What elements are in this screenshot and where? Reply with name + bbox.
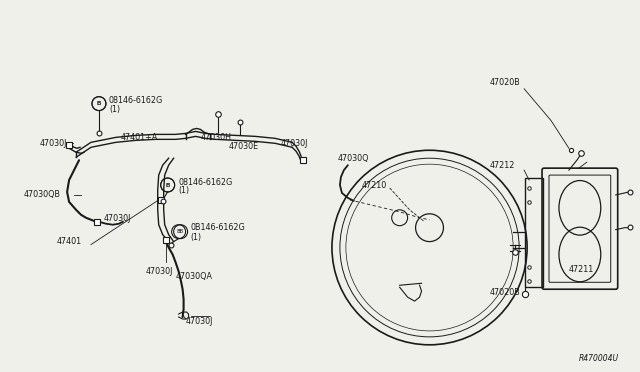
Bar [525,178,543,287]
Text: 47401+A: 47401+A [121,133,158,142]
Text: 47020B: 47020B [489,78,520,87]
Text: 47030J: 47030J [39,139,67,148]
Text: 47210: 47210 [362,180,387,189]
Text: 47030J: 47030J [186,317,213,327]
Text: (1): (1) [191,233,202,242]
Text: B: B [179,229,183,234]
Text: B: B [177,229,180,234]
Text: 47030QA: 47030QA [175,272,212,281]
Text: 08146-6162G: 08146-6162G [109,96,163,105]
Text: 08146-6162G: 08146-6162G [179,177,233,186]
Text: 47030QB: 47030QB [23,190,60,199]
Text: (1): (1) [179,186,189,195]
Text: 47030J: 47030J [280,139,308,148]
Text: 47401: 47401 [56,237,81,246]
Text: 47030H: 47030H [200,133,232,142]
Text: 47212: 47212 [489,161,515,170]
Text: 0B146-6162G: 0B146-6162G [191,223,245,232]
Text: B: B [97,101,101,106]
Text: B: B [166,183,170,187]
Text: 47030J: 47030J [146,267,173,276]
Text: 47030E: 47030E [228,142,259,151]
Text: 47030Q: 47030Q [338,154,369,163]
Text: B: B [166,183,170,187]
Text: (1): (1) [109,105,120,114]
Text: 47030J: 47030J [104,214,131,223]
Text: 47211: 47211 [569,265,594,274]
Text: 47020B: 47020B [489,288,520,297]
Text: R470004U: R470004U [579,354,619,363]
Text: B: B [97,101,101,106]
